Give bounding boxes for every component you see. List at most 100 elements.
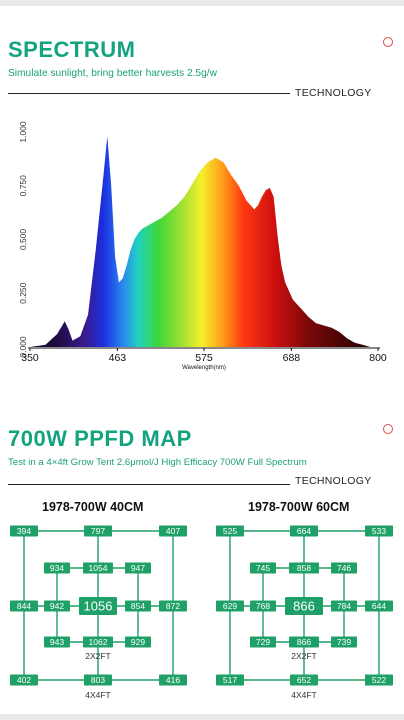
ppfd-map-title-40cm: 1978-700W 40CM bbox=[42, 500, 144, 514]
ppfd-inner-edge-value: 854 bbox=[131, 601, 145, 611]
ppfd-edge-value: 844 bbox=[17, 601, 31, 611]
ppfd-title: 700W PPFD MAP bbox=[8, 426, 192, 451]
spectrum-y-tick: 0.000 bbox=[18, 336, 28, 358]
ppfd-edge-value-box bbox=[365, 600, 393, 612]
ppfd-center-value: 866 bbox=[293, 599, 315, 614]
ppfd-corner-value: 407 bbox=[166, 526, 180, 536]
ppfd-inner-corner-value: 947 bbox=[131, 563, 145, 573]
ppfd-inner-edge-value: 1062 bbox=[89, 637, 108, 647]
ppfd-edge-value-box bbox=[290, 525, 318, 537]
spectrum-x-axis-label: Wavelength(nm) bbox=[182, 365, 226, 371]
ppfd-map-60cm: 525 533 517 522 664 629 644 652 745 746 729 739 858 7… bbox=[216, 525, 393, 700]
ppfd-inner-corner-value: 729 bbox=[256, 637, 270, 647]
ppfd-edge-value: 872 bbox=[166, 601, 180, 611]
spectrum-y-tick: 0.250 bbox=[18, 282, 28, 304]
ppfd-inner-edge-value-box bbox=[289, 562, 319, 574]
ppfd-inner-corner-value: 929 bbox=[131, 637, 145, 647]
spectrum-title: SPECTRUM bbox=[8, 37, 136, 62]
ppfd-maps: 394 407 402 416 797 844 872 803 934 947 943 929 1054… bbox=[10, 525, 393, 700]
ppfd-inner-corner-value-box bbox=[250, 636, 276, 648]
ppfd-outer-area-label: 4X4FT bbox=[291, 690, 317, 700]
ppfd-corner-value-box bbox=[216, 674, 244, 686]
spectrum-x-tick: 350 bbox=[21, 352, 39, 364]
spectrum-x-tick: 688 bbox=[283, 352, 301, 364]
ppfd-edge-value-box bbox=[159, 600, 187, 612]
ppfd-inner-corner-value-box bbox=[44, 636, 70, 648]
ppfd-edge-value-box bbox=[10, 600, 38, 612]
ppfd-circle-icon[interactable] bbox=[383, 424, 393, 434]
ppfd-inner-edge-value-box bbox=[125, 600, 151, 612]
spectrum-subtitle: Simulate sunlight, bring better harvests… bbox=[8, 68, 217, 79]
ppfd-inner-edge-value: 858 bbox=[297, 563, 311, 573]
ppfd-inner-corner-value: 746 bbox=[337, 563, 351, 573]
ppfd-corner-value-box bbox=[159, 525, 187, 537]
ppfd-corner-value: 517 bbox=[223, 675, 237, 685]
ppfd-inner-corner-value-box bbox=[125, 636, 151, 648]
ppfd-corner-value-box bbox=[216, 525, 244, 537]
spectrum-y-tick: 1.000 bbox=[18, 121, 28, 143]
spectrum-chart: 0.000 0.250 0.500 0.750 1.000 350 463 575 688 80… bbox=[18, 121, 387, 371]
spectrum-circle-icon[interactable] bbox=[383, 37, 393, 47]
ppfd-inner-corner-value-box bbox=[331, 562, 357, 574]
ppfd-edge-value-box bbox=[84, 674, 112, 686]
ppfd-inner-corner-value: 943 bbox=[50, 637, 64, 647]
ppfd-center-value-box bbox=[79, 597, 117, 615]
ppfd-corner-value: 402 bbox=[17, 675, 31, 685]
ppfd-map-title-60cm: 1978-700W 60CM bbox=[248, 500, 350, 514]
ppfd-inner-corner-value: 739 bbox=[337, 637, 351, 647]
ppfd-inner-corner-value: 745 bbox=[256, 563, 270, 573]
ppfd-inner-area-label: 2X2FT bbox=[291, 651, 317, 661]
ppfd-corner-value: 416 bbox=[166, 675, 180, 685]
ppfd-center-value: 1056 bbox=[84, 599, 113, 614]
ppfd-inner-edge-value-box bbox=[44, 600, 70, 612]
ppfd-edge-value: 652 bbox=[297, 675, 311, 685]
ppfd-edge-value: 629 bbox=[223, 601, 237, 611]
ppfd-inner-edge-value-box bbox=[83, 636, 113, 648]
bottom-edge bbox=[0, 714, 404, 720]
spectrum-technology-label: TECHNOLOGY bbox=[295, 87, 372, 99]
ppfd-inner-edge-value-box bbox=[83, 562, 113, 574]
spectrum-x-tick: 575 bbox=[195, 352, 213, 364]
ppfd-inner-edge-value: 1054 bbox=[89, 563, 108, 573]
ppfd-inner-corner-value-box bbox=[250, 562, 276, 574]
ppfd-subtitle: Test in a 4×4ft Grow Tent 2.6μmol/J High… bbox=[8, 457, 307, 468]
ppfd-corner-value-box bbox=[365, 525, 393, 537]
top-edge bbox=[0, 0, 404, 6]
ppfd-edge-value: 803 bbox=[91, 675, 105, 685]
ppfd-technology-label: TECHNOLOGY bbox=[295, 475, 372, 487]
ppfd-edge-value: 644 bbox=[372, 601, 386, 611]
ppfd-inner-edge-value: 768 bbox=[256, 601, 270, 611]
ppfd-center-value-box bbox=[285, 597, 323, 615]
ppfd-inner-edge-value-box bbox=[289, 636, 319, 648]
ppfd-inner-edge-value-box bbox=[250, 600, 276, 612]
ppfd-edge-value-box bbox=[216, 600, 244, 612]
ppfd-corner-value: 525 bbox=[223, 526, 237, 536]
ppfd-corner-value: 522 bbox=[372, 675, 386, 685]
ppfd-inner-edge-value: 866 bbox=[297, 637, 311, 647]
spectrum-x-tick: 463 bbox=[109, 352, 127, 364]
spectrum-y-tick: 0.750 bbox=[18, 175, 28, 197]
ppfd-outer-area-label: 4X4FT bbox=[85, 690, 111, 700]
ppfd-edge-value: 664 bbox=[297, 526, 311, 536]
ppfd-divider bbox=[8, 484, 290, 485]
ppfd-corner-value-box bbox=[10, 674, 38, 686]
spectrum-area bbox=[30, 136, 371, 347]
ppfd-inner-corner-value-box bbox=[44, 562, 70, 574]
ppfd-corner-value-box bbox=[10, 525, 38, 537]
ppfd-corner-value: 533 bbox=[372, 526, 386, 536]
ppfd-inner-corner-value: 934 bbox=[50, 563, 64, 573]
ppfd-edge-value-box bbox=[84, 525, 112, 537]
ppfd-inner-edge-value: 942 bbox=[50, 601, 64, 611]
ppfd-map-40cm: 394 407 402 416 797 844 872 803 934 947 943 929 1054… bbox=[10, 525, 187, 700]
ppfd-corner-value-box bbox=[159, 674, 187, 686]
ppfd-corner-value-box bbox=[365, 674, 393, 686]
ppfd-edge-value: 797 bbox=[91, 526, 105, 536]
spectrum-x-tick: 800 bbox=[369, 352, 387, 364]
spectrum-divider bbox=[8, 93, 290, 94]
ppfd-inner-edge-value-box bbox=[331, 600, 357, 612]
ppfd-inner-edge-value: 784 bbox=[337, 601, 351, 611]
ppfd-corner-value: 394 bbox=[17, 526, 31, 536]
ppfd-edge-value-box bbox=[290, 674, 318, 686]
ppfd-inner-corner-value-box bbox=[125, 562, 151, 574]
ppfd-inner-area-label: 2X2FT bbox=[85, 651, 111, 661]
